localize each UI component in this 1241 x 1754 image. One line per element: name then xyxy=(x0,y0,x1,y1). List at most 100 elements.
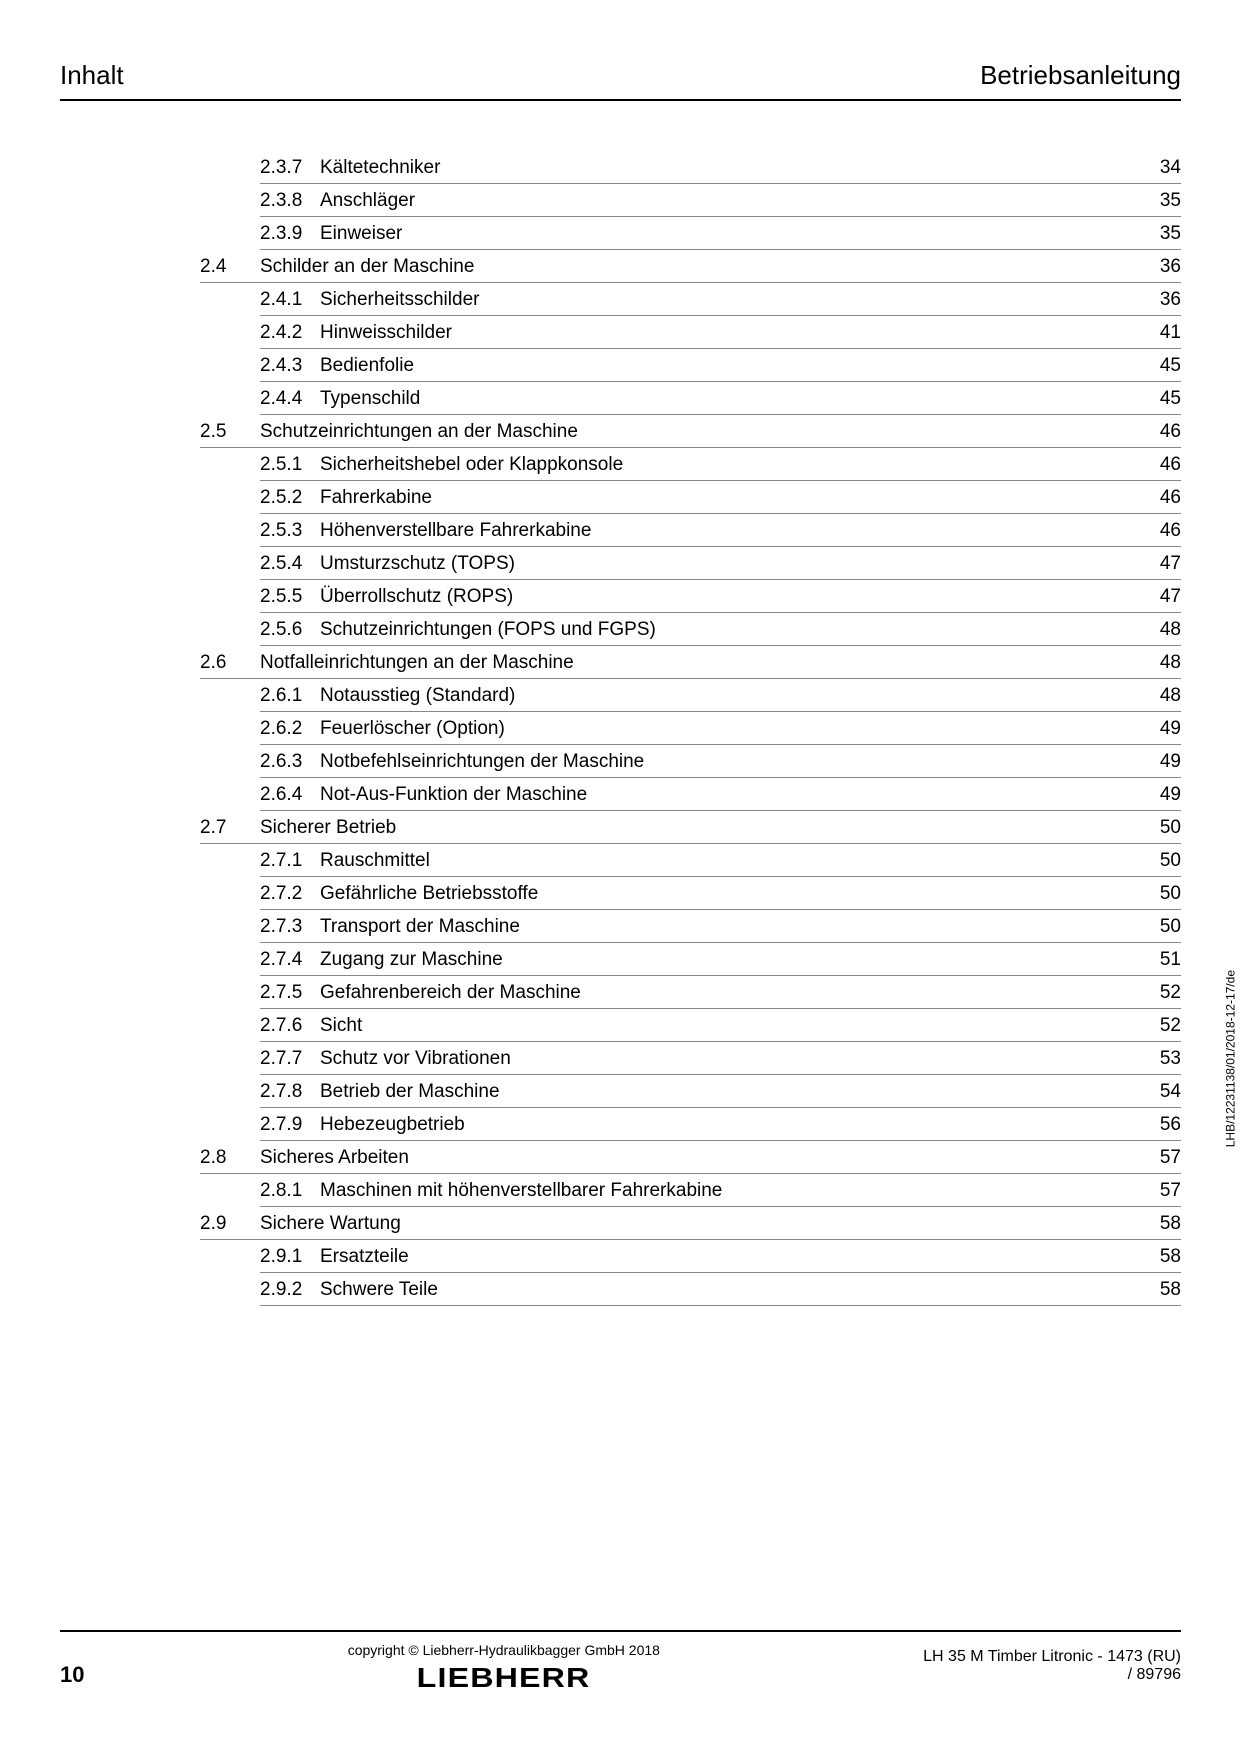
toc-title: Schilder an der Maschine xyxy=(260,256,1131,278)
page-number: 10 xyxy=(60,1642,84,1688)
liebherr-logo: LIEBHERR xyxy=(417,1662,591,1694)
toc-row: 2.8.1Maschinen mit höhenverstellbarer Fa… xyxy=(260,1174,1181,1207)
toc-row: 2.3.9Einweiser35 xyxy=(260,217,1181,250)
toc-page-number: 51 xyxy=(1131,949,1181,971)
toc-title: Notfalleinrichtungen an der Maschine xyxy=(260,652,1131,674)
toc-title: Gefahrenbereich der Maschine xyxy=(320,982,1131,1004)
toc-row: 2.9Sichere Wartung58 xyxy=(200,1207,1181,1240)
toc-sub-number: 2.8.1 xyxy=(260,1180,320,1202)
toc-sub-number: 2.5.3 xyxy=(260,520,320,542)
toc-page-number: 35 xyxy=(1131,190,1181,212)
toc-title: Sicheres Arbeiten xyxy=(260,1147,1131,1169)
toc-title: Bedienfolie xyxy=(320,355,1131,377)
toc-row: 2.6.4Not-Aus-Funktion der Maschine49 xyxy=(260,778,1181,811)
toc-section-number: 2.6 xyxy=(200,652,260,674)
toc-row: 2.5.1Sicherheitshebel oder Klappkonsole4… xyxy=(260,448,1181,481)
toc-title: Notbefehlseinrichtungen der Maschine xyxy=(320,751,1131,773)
table-of-contents: 2.3.7Kältetechniker342.3.8Anschläger352.… xyxy=(200,151,1181,1306)
toc-row: 2.5.4Umsturzschutz (TOPS)47 xyxy=(260,547,1181,580)
toc-row: 2.7.9Hebezeugbetrieb56 xyxy=(260,1108,1181,1141)
toc-title: Sichere Wartung xyxy=(260,1213,1131,1235)
toc-page-number: 46 xyxy=(1131,421,1181,443)
toc-title: Anschläger xyxy=(320,190,1131,212)
toc-page-number: 45 xyxy=(1131,388,1181,410)
toc-title: Umsturzschutz (TOPS) xyxy=(320,553,1131,575)
toc-page-number: 50 xyxy=(1131,817,1181,839)
toc-title: Höhenverstellbare Fahrerkabine xyxy=(320,520,1131,542)
toc-sub-number: 2.6.1 xyxy=(260,685,320,707)
toc-page-number: 58 xyxy=(1131,1279,1181,1301)
toc-sub-number: 2.9.1 xyxy=(260,1246,320,1268)
copyright-text: copyright © Liebherr-Hydraulikbagger Gmb… xyxy=(84,1642,923,1658)
toc-page-number: 49 xyxy=(1131,784,1181,806)
footer-right: LH 35 M Timber Litronic - 1473 (RU) / 89… xyxy=(923,1642,1181,1684)
toc-page-number: 57 xyxy=(1131,1180,1181,1202)
toc-page-number: 52 xyxy=(1131,982,1181,1004)
toc-row: 2.4.1Sicherheitsschilder36 xyxy=(260,283,1181,316)
toc-title: Schutzeinrichtungen an der Maschine xyxy=(260,421,1131,443)
toc-row: 2.7.2Gefährliche Betriebsstoffe50 xyxy=(260,877,1181,910)
header-right: Betriebsanleitung xyxy=(980,60,1181,91)
toc-title: Einweiser xyxy=(320,223,1131,245)
toc-row: 2.7.3Transport der Maschine50 xyxy=(260,910,1181,943)
toc-section-number: 2.4 xyxy=(200,256,260,278)
toc-row: 2.4Schilder an der Maschine36 xyxy=(200,250,1181,283)
toc-page-number: 52 xyxy=(1131,1015,1181,1037)
toc-page-number: 46 xyxy=(1131,487,1181,509)
toc-page-number: 50 xyxy=(1131,850,1181,872)
toc-title: Schutzeinrichtungen (FOPS und FGPS) xyxy=(320,619,1131,641)
toc-page-number: 48 xyxy=(1131,619,1181,641)
toc-page-number: 54 xyxy=(1131,1081,1181,1103)
toc-title: Typenschild xyxy=(320,388,1131,410)
toc-sub-number: 2.4.1 xyxy=(260,289,320,311)
toc-title: Hinweisschilder xyxy=(320,322,1131,344)
toc-sub-number: 2.7.6 xyxy=(260,1015,320,1037)
toc-page-number: 46 xyxy=(1131,520,1181,542)
toc-title: Gefährliche Betriebsstoffe xyxy=(320,883,1131,905)
toc-sub-number: 2.4.4 xyxy=(260,388,320,410)
toc-page-number: 47 xyxy=(1131,553,1181,575)
toc-row: 2.3.7Kältetechniker34 xyxy=(260,151,1181,184)
toc-row: 2.4.4Typenschild45 xyxy=(260,382,1181,415)
toc-row: 2.9.2Schwere Teile58 xyxy=(260,1273,1181,1306)
toc-sub-number: 2.4.2 xyxy=(260,322,320,344)
toc-page-number: 58 xyxy=(1131,1213,1181,1235)
toc-row: 2.7.1Rauschmittel50 xyxy=(260,844,1181,877)
toc-sub-number: 2.6.2 xyxy=(260,718,320,740)
toc-row: 2.5.2Fahrerkabine46 xyxy=(260,481,1181,514)
toc-sub-number: 2.3.8 xyxy=(260,190,320,212)
toc-page-number: 48 xyxy=(1131,652,1181,674)
toc-title: Zugang zur Maschine xyxy=(320,949,1131,971)
toc-row: 2.5.6Schutzeinrichtungen (FOPS und FGPS)… xyxy=(260,613,1181,646)
toc-page-number: 35 xyxy=(1131,223,1181,245)
toc-row: 2.8Sicheres Arbeiten57 xyxy=(200,1141,1181,1174)
toc-title: Rauschmittel xyxy=(320,850,1131,872)
document-id-sidebar: LHB/12231138/01/2018-12-17/de xyxy=(1223,970,1237,1147)
toc-title: Schwere Teile xyxy=(320,1279,1131,1301)
toc-row: 2.4.2Hinweisschilder41 xyxy=(260,316,1181,349)
toc-sub-number: 2.7.4 xyxy=(260,949,320,971)
toc-page-number: 50 xyxy=(1131,883,1181,905)
toc-page-number: 50 xyxy=(1131,916,1181,938)
toc-title: Sicherheitshebel oder Klappkonsole xyxy=(320,454,1131,476)
header-left: Inhalt xyxy=(60,60,124,91)
toc-title: Maschinen mit höhenverstellbarer Fahrerk… xyxy=(320,1180,1131,1202)
toc-title: Kältetechniker xyxy=(320,157,1131,179)
toc-sub-number: 2.7.7 xyxy=(260,1048,320,1070)
toc-sub-number: 2.7.3 xyxy=(260,916,320,938)
toc-page-number: 49 xyxy=(1131,751,1181,773)
toc-title: Ersatzteile xyxy=(320,1246,1131,1268)
toc-row: 2.7Sicherer Betrieb50 xyxy=(200,811,1181,844)
toc-sub-number: 2.5.5 xyxy=(260,586,320,608)
toc-row: 2.6.2Feuerlöscher (Option)49 xyxy=(260,712,1181,745)
toc-sub-number: 2.7.1 xyxy=(260,850,320,872)
toc-title: Schutz vor Vibrationen xyxy=(320,1048,1131,1070)
toc-page-number: 45 xyxy=(1131,355,1181,377)
toc-sub-number: 2.3.9 xyxy=(260,223,320,245)
toc-row: 2.5.5Überrollschutz (ROPS)47 xyxy=(260,580,1181,613)
toc-sub-number: 2.3.7 xyxy=(260,157,320,179)
toc-row: 2.7.6Sicht52 xyxy=(260,1009,1181,1042)
toc-title: Sicht xyxy=(320,1015,1131,1037)
toc-row: 2.6.3Notbefehlseinrichtungen der Maschin… xyxy=(260,745,1181,778)
toc-row: 2.7.4Zugang zur Maschine51 xyxy=(260,943,1181,976)
